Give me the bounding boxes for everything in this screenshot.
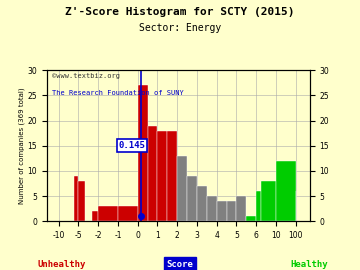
Bar [187,176,197,221]
Bar [237,196,246,221]
Text: Score: Score [167,260,193,269]
Text: Z'-Score Histogram for SCTY (2015): Z'-Score Histogram for SCTY (2015) [65,7,295,17]
Text: Sector: Energy: Sector: Energy [139,23,221,33]
Bar [157,131,167,221]
Bar [75,176,78,221]
Bar [217,201,226,221]
Bar [207,196,217,221]
Y-axis label: Number of companies (369 total): Number of companies (369 total) [18,87,24,204]
Bar [177,156,187,221]
Text: Unhealthy: Unhealthy [37,260,85,269]
Bar [256,191,261,221]
Bar [118,206,138,221]
Bar [78,181,85,221]
Text: Healthy: Healthy [291,260,328,269]
Text: 0.145: 0.145 [119,141,145,150]
Bar [276,161,296,221]
Bar [167,131,177,221]
Bar [226,201,237,221]
Bar [91,211,98,221]
Bar [246,216,256,221]
Bar [138,85,148,221]
Bar [197,186,207,221]
Text: The Research Foundation of SUNY: The Research Foundation of SUNY [52,90,184,96]
Bar [148,126,157,221]
Bar [98,206,118,221]
Bar [261,181,276,221]
Text: ©www.textbiz.org: ©www.textbiz.org [52,73,120,79]
